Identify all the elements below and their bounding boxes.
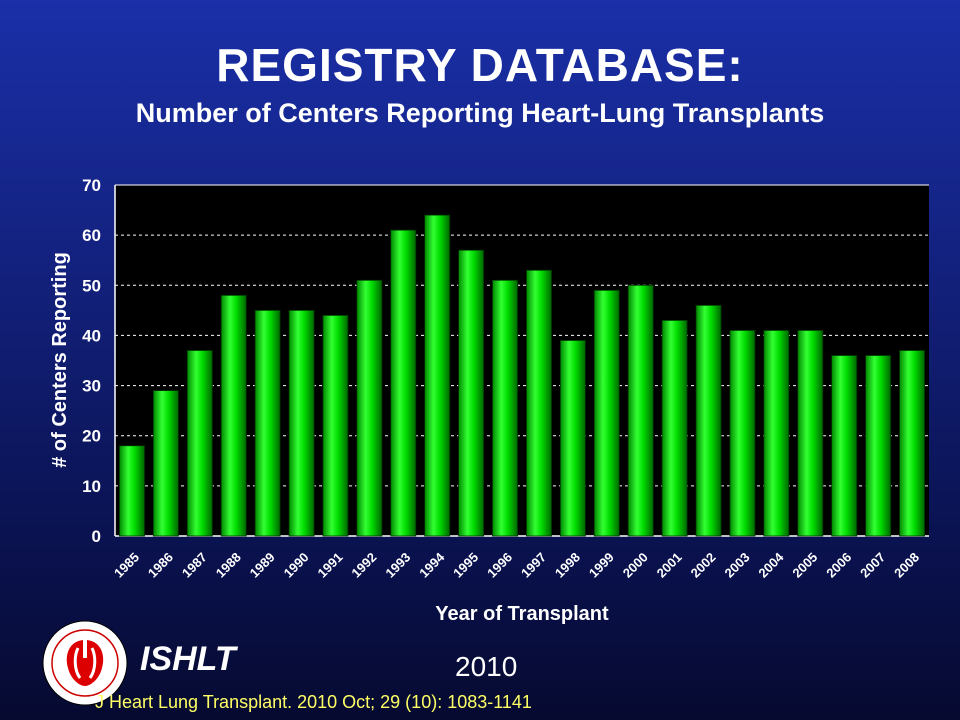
x-tick-label: 1989: [247, 550, 278, 581]
bar-1995: [458, 249, 485, 537]
y-tick-label: 60: [82, 226, 101, 245]
bar-2003: [729, 330, 756, 537]
x-tick-label: 1995: [450, 550, 481, 581]
x-tick-label: 1988: [213, 550, 244, 581]
x-tick-label: 1991: [315, 550, 346, 581]
bar-1991: [322, 314, 349, 537]
org-name: ISHLT: [140, 640, 236, 678]
slide-subtitle: Number of Centers Reporting Heart-Lung T…: [135, 98, 825, 128]
bar-1997: [526, 269, 552, 537]
y-tick-label: 40: [82, 326, 101, 345]
y-tick-labels: 0 10 20 30 40 50 60 70: [82, 176, 101, 546]
bar-1990: [288, 309, 315, 537]
x-axis-label: Year of Transplant: [435, 603, 609, 625]
bar-1999: [593, 289, 620, 537]
x-tick-label: 2002: [688, 550, 719, 581]
bar-1986: [152, 390, 179, 537]
bar-1989: [254, 309, 281, 537]
x-tick-label: 1997: [518, 550, 549, 581]
x-tick-label: 2001: [654, 550, 685, 581]
y-tick-label: 0: [92, 527, 101, 546]
bar-1988: [220, 294, 247, 537]
report-year: 2010: [455, 651, 518, 682]
x-tick-label: 1990: [281, 550, 312, 581]
bar-1994: [424, 214, 451, 537]
bar-1993: [390, 229, 417, 537]
x-tick-label: 1994: [416, 549, 448, 581]
bar-2004: [763, 330, 790, 537]
x-tick-label: 1992: [348, 550, 379, 581]
bar-1987: [186, 350, 213, 537]
x-tick-label: 1985: [111, 550, 142, 581]
bar-1996: [492, 279, 518, 537]
plot-area: [115, 185, 929, 536]
bar-2007: [865, 355, 892, 537]
slide-title: REGISTRY DATABASE:: [216, 39, 744, 91]
x-tick-labels: 1985 1986 1987 1988 1989 1990 1991 1992 1993 1994…: [111, 549, 922, 581]
y-tick-label: 20: [82, 427, 101, 446]
bar-2002: [695, 304, 722, 537]
bar-1998: [559, 340, 586, 537]
x-tick-label: 2004: [755, 549, 787, 581]
x-tick-label: 1987: [179, 550, 210, 581]
bar-2008: [899, 350, 925, 537]
y-axis-label: # of Centers Reporting: [49, 252, 71, 468]
y-tick-label: 50: [82, 276, 101, 295]
x-tick-label: 2005: [789, 550, 820, 581]
x-tick-label: 1986: [145, 550, 176, 581]
x-tick-label: 2007: [857, 550, 888, 581]
x-tick-label: 1998: [552, 550, 583, 581]
bar-1992: [356, 279, 383, 537]
x-tick-label: 1993: [382, 550, 413, 581]
x-tick-label: 2006: [823, 550, 854, 581]
citation: J Heart Lung Transplant. 2010 Oct; 29 (1…: [95, 692, 532, 712]
x-tick-label: 1999: [586, 550, 617, 581]
gridlines: [114, 184, 929, 537]
bar-2000: [627, 284, 654, 537]
x-tick-label: 1996: [484, 550, 515, 581]
x-tick-label: 2003: [722, 550, 753, 581]
bar-2005: [797, 330, 824, 537]
x-tick-label: 2008: [891, 550, 922, 581]
y-tick-label: 70: [82, 176, 101, 195]
y-tick-label: 10: [82, 477, 101, 496]
x-tick-label: 2000: [620, 550, 651, 581]
ishlt-logo: [42, 620, 128, 706]
bar-2006: [831, 355, 858, 537]
bar-1985: [119, 445, 145, 537]
y-tick-label: 30: [82, 377, 101, 396]
bar-2001: [661, 319, 688, 537]
bars: [119, 214, 925, 537]
